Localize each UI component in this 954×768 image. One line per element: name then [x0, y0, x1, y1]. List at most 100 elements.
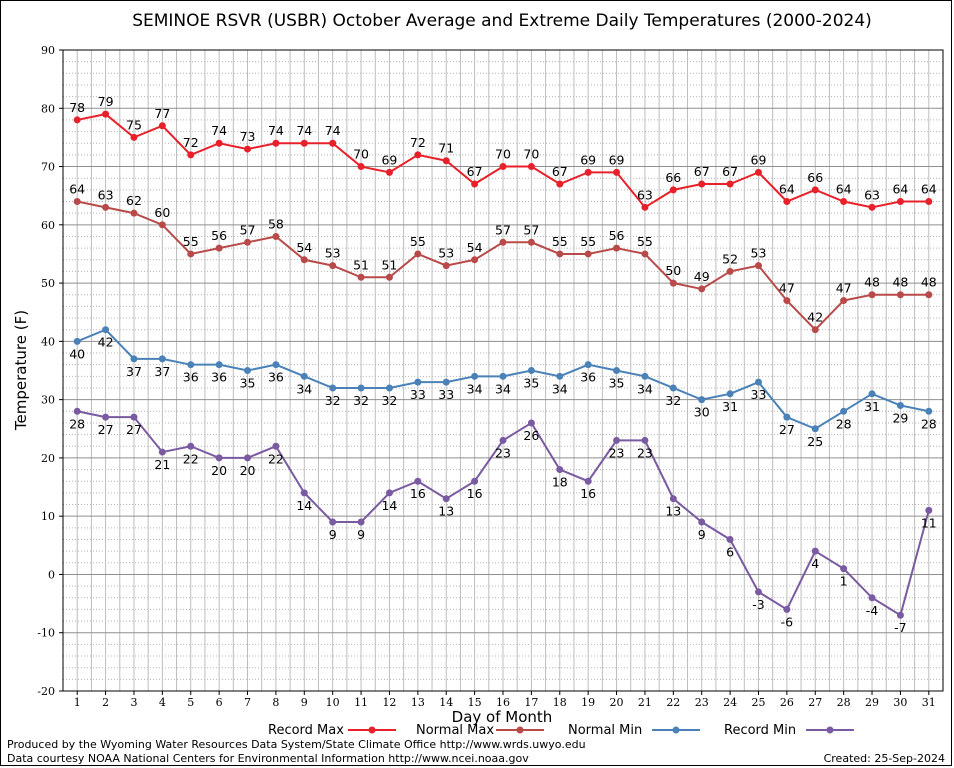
data-label: 51 — [381, 257, 397, 272]
data-point — [499, 436, 507, 444]
data-label: 75 — [126, 117, 142, 132]
footer-data-courtesy: Data courtesy NOAA National Centers for … — [7, 752, 529, 765]
data-label: 42 — [807, 310, 823, 325]
x-tick-label: 1 — [74, 696, 81, 709]
data-point — [215, 454, 223, 462]
data-label: 52 — [722, 251, 738, 266]
data-label: 60 — [154, 205, 170, 220]
data-point — [215, 244, 223, 252]
data-point — [669, 186, 677, 194]
data-point — [471, 477, 479, 485]
data-label: 28 — [836, 416, 852, 431]
data-point — [329, 384, 337, 392]
legend: Record Max Normal Max Normal Min Record Min — [268, 723, 854, 738]
data-label: 31 — [864, 399, 880, 414]
data-label: 47 — [836, 281, 852, 296]
data-label: 29 — [892, 410, 908, 425]
data-point — [471, 256, 479, 264]
data-label: 49 — [694, 269, 710, 284]
data-label: 70 — [353, 147, 369, 162]
chart-title: SEMINOE RSVR (USBR) October Average and … — [132, 11, 872, 31]
data-label: 37 — [154, 364, 170, 379]
data-point — [73, 337, 81, 345]
data-label: 40 — [69, 346, 85, 361]
data-point — [187, 361, 195, 369]
data-label: 18 — [552, 475, 568, 490]
data-point — [499, 372, 507, 380]
data-point — [357, 518, 365, 526]
data-point — [925, 198, 933, 206]
data-label: 64 — [921, 182, 937, 197]
legend-marker — [672, 726, 680, 734]
legend-label: Record Min — [724, 723, 796, 738]
data-point — [215, 139, 223, 147]
y-tick-label: 80 — [41, 102, 55, 115]
x-tick-label: 25 — [751, 696, 765, 709]
data-label: 69 — [751, 152, 767, 167]
data-label: 32 — [325, 393, 341, 408]
data-label: 64 — [836, 182, 852, 197]
x-tick-label: 3 — [130, 696, 137, 709]
series-normal-max: 64 63 62 60 55 56 57 58 54 53 51 51 55 53 54 57 57 55 55 56… — [69, 182, 937, 334]
data-point — [329, 139, 337, 147]
data-point — [499, 163, 507, 171]
data-point — [73, 407, 81, 415]
data-label: 63 — [637, 187, 653, 202]
data-point — [187, 442, 195, 450]
data-point — [868, 390, 876, 398]
data-label: 28 — [921, 416, 937, 431]
legend-item: Record Max — [268, 723, 396, 738]
data-point — [244, 238, 252, 246]
data-point — [300, 139, 308, 147]
data-point — [613, 367, 621, 374]
data-label: 23 — [609, 445, 625, 460]
data-point — [925, 506, 933, 514]
data-label: 63 — [864, 187, 880, 202]
data-label: 77 — [154, 106, 170, 121]
data-point — [754, 262, 762, 270]
data-label: 55 — [637, 234, 653, 249]
data-label: -7 — [894, 620, 906, 635]
data-point — [300, 489, 308, 497]
data-label: 51 — [353, 257, 369, 272]
data-label: 22 — [268, 451, 284, 466]
y-tick-label: 10 — [41, 510, 55, 523]
data-label: 64 — [892, 182, 908, 197]
x-tick-label: 11 — [354, 696, 368, 709]
data-label: 67 — [552, 164, 568, 179]
x-tick-label: 5 — [187, 696, 194, 709]
x-tick-label: 31 — [922, 696, 936, 709]
data-point — [669, 279, 677, 287]
data-point — [669, 495, 677, 503]
data-label: 13 — [438, 504, 454, 519]
data-label: 55 — [580, 234, 596, 249]
data-point — [613, 168, 621, 176]
data-label: 57 — [495, 222, 511, 237]
legend-label: Record Max — [268, 723, 344, 738]
data-point — [698, 518, 706, 526]
data-label: 72 — [410, 135, 426, 150]
data-point — [442, 378, 450, 386]
x-tick-label: 19 — [581, 696, 595, 709]
data-point — [896, 198, 904, 206]
data-label: 67 — [694, 164, 710, 179]
x-tick-label: 23 — [695, 696, 709, 709]
y-tick-label: 40 — [41, 335, 55, 348]
data-point — [158, 448, 166, 456]
data-point — [527, 163, 535, 171]
x-tick-label: 4 — [159, 696, 166, 709]
x-tick-label: 8 — [272, 696, 279, 709]
x-tick-label: 12 — [382, 696, 396, 709]
data-label: 34 — [637, 381, 653, 396]
data-label: 66 — [665, 170, 681, 185]
legend-label: Normal Max — [416, 723, 494, 738]
data-label: 9 — [329, 527, 337, 542]
data-label: 35 — [523, 376, 539, 391]
data-point — [868, 594, 876, 602]
y-tick-label: 60 — [41, 219, 55, 232]
data-label: 32 — [381, 393, 397, 408]
legend-marker — [826, 726, 834, 734]
data-point — [527, 367, 535, 374]
